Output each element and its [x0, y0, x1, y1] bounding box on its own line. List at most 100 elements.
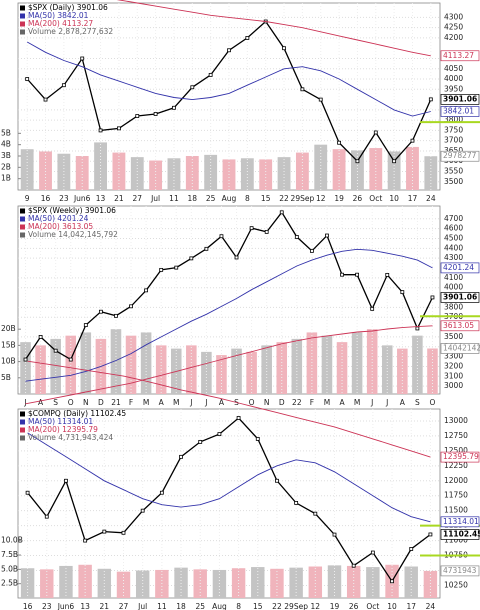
x-tick-label: 21: [100, 602, 110, 610]
volume-tick-label: 5.0B: [1, 564, 18, 573]
price-point: [236, 416, 241, 420]
x-tick-label: 16: [41, 194, 51, 203]
y-tick-label: 3800: [444, 115, 463, 124]
y-tick-label: 13000: [444, 416, 468, 425]
x-tick-label: J: [370, 398, 373, 407]
x-tick-label: 22: [279, 194, 289, 203]
y-tick-label: 3100: [444, 371, 463, 380]
x-tick-label: 21: [111, 398, 121, 407]
volume-tick-label: 10.0B: [1, 536, 23, 545]
price-point: [83, 538, 88, 543]
price-point: [135, 114, 140, 118]
moving-average-line: [27, 432, 431, 523]
legend-label: MA(200) 3613.05: [28, 222, 93, 231]
legend-swatch: [20, 232, 25, 238]
x-tick-label: 15: [261, 194, 271, 203]
volume-bar: [423, 570, 438, 598]
moving-average-line: [26, 41, 431, 117]
price-point: [332, 532, 337, 537]
price-point: [392, 159, 397, 164]
x-tick-label: 26: [353, 194, 363, 203]
volume-bar: [291, 338, 303, 394]
volume-bar: [135, 570, 150, 598]
legend-label: MA(200) 12395.79: [28, 425, 98, 434]
price-point: [255, 437, 260, 441]
y-tick-label: 12250: [444, 461, 468, 470]
x-tick-label: 27: [132, 194, 142, 203]
price-point: [282, 46, 286, 51]
y-tick-label: 4400: [444, 243, 463, 252]
x-tick-label: S: [53, 398, 58, 407]
x-tick-label: A: [339, 398, 345, 407]
price-point: [83, 323, 88, 327]
callout-box: [440, 451, 480, 463]
legend-label: Volume 14,042,145,792: [28, 230, 118, 239]
volume-bar: [186, 345, 197, 394]
price-point: [373, 130, 378, 135]
y-tick-label: 4250: [444, 23, 463, 32]
callout-label: 4731943: [443, 566, 477, 575]
volume-bar: [65, 335, 77, 394]
callout-box: [440, 343, 480, 354]
price-point: [189, 256, 194, 261]
x-tick-label: 25: [195, 602, 205, 610]
price-point: [245, 36, 250, 40]
price-point: [325, 233, 329, 238]
legend-label: Volume 2,878,277,632: [28, 27, 113, 36]
volume-bar: [130, 157, 144, 190]
callout-label: 3901.06: [443, 292, 477, 301]
x-tick-label: 24: [426, 602, 436, 610]
volume-bar: [261, 345, 272, 394]
volume-bar: [332, 149, 346, 190]
price-point: [117, 126, 121, 131]
y-tick-label: 12500: [444, 446, 468, 455]
price-point: [294, 501, 299, 505]
callout-label: 3842.01: [443, 106, 474, 115]
x-tick-label: 21: [114, 194, 124, 203]
price-point: [428, 97, 433, 102]
volume-tick-label: 10B: [1, 357, 16, 366]
legend-swatch: [20, 13, 25, 19]
volume-bar: [346, 565, 361, 598]
y-tick-label: 3000: [444, 381, 463, 390]
price-point: [279, 210, 284, 215]
x-tick-label: A: [38, 398, 44, 407]
volume-bar: [412, 335, 423, 394]
x-tick-label: A: [400, 398, 406, 407]
volume-bar: [149, 160, 163, 190]
legend-swatch: [20, 29, 25, 35]
moving-average-line: [25, 248, 433, 382]
y-tick-label: 4200: [444, 33, 463, 42]
volume-bar: [366, 329, 378, 394]
price-point: [390, 579, 394, 584]
price-point: [153, 112, 158, 116]
price-point: [98, 309, 103, 314]
price-point: [340, 272, 344, 277]
callout-box: [440, 565, 480, 577]
y-tick-label: 11750: [444, 491, 468, 500]
x-tick-label: F: [310, 398, 314, 407]
price-point: [219, 234, 224, 239]
volume-bar: [246, 351, 257, 394]
volume-bar: [251, 567, 265, 598]
price-point: [179, 454, 183, 459]
x-tick-label: 12: [311, 602, 321, 610]
volume-tick-label: 1B: [1, 174, 11, 183]
callout-label: 3613.05: [443, 321, 474, 330]
callout-box: [440, 516, 480, 528]
y-tick-label: 11500: [444, 506, 468, 515]
y-tick-label: 4050: [444, 64, 463, 73]
price-point: [309, 248, 314, 253]
price-point: [53, 348, 58, 353]
volume-bar: [50, 338, 61, 394]
y-tick-label: 12000: [444, 476, 468, 485]
moving-average-line: [27, 360, 431, 458]
y-tick-label: 4500: [444, 233, 463, 242]
volume-tick-label: 7.5B: [1, 550, 18, 559]
volume-bar: [381, 345, 393, 394]
moving-average-line: [25, 325, 433, 405]
y-tick-label: 3500: [444, 177, 463, 186]
x-tick-label: 18: [188, 194, 198, 203]
price-point: [409, 547, 414, 551]
x-tick-label: Oct: [369, 194, 382, 203]
